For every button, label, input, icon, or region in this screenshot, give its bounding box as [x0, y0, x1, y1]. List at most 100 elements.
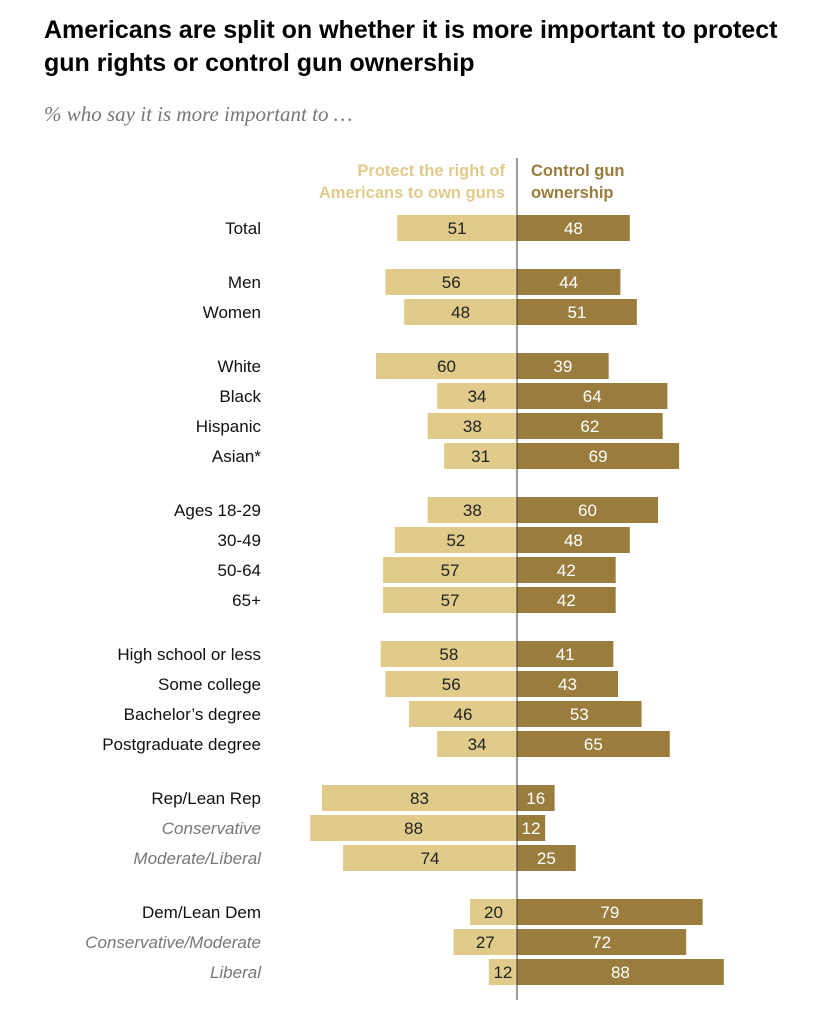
value-label-protect: 27 — [476, 933, 495, 952]
value-label-control: 43 — [558, 675, 577, 694]
value-label-control: 44 — [559, 273, 578, 292]
value-label-protect: 34 — [468, 387, 487, 406]
category-label: Dem/Lean Dem — [142, 903, 261, 922]
bar-control — [517, 587, 616, 613]
bar-control — [517, 383, 668, 409]
bar-protect — [380, 641, 517, 667]
bar-control — [517, 701, 642, 727]
bar-control — [517, 299, 637, 325]
category-label: Liberal — [210, 963, 262, 982]
value-label-protect: 20 — [484, 903, 503, 922]
value-label-protect: 88 — [404, 819, 423, 838]
value-label-protect: 56 — [442, 675, 461, 694]
category-label: Some college — [158, 675, 261, 694]
value-label-control: 12 — [522, 819, 541, 838]
category-label: Conservative/Moderate — [85, 933, 261, 952]
value-label-control: 65 — [584, 735, 603, 754]
value-label-control: 88 — [611, 963, 630, 982]
value-label-protect: 48 — [451, 303, 470, 322]
category-label: 65+ — [232, 591, 261, 610]
bar-protect — [310, 815, 517, 841]
bar-control — [517, 929, 687, 955]
bar-protect — [437, 731, 517, 757]
value-label-control: 42 — [557, 591, 576, 610]
value-label-control: 41 — [556, 645, 575, 664]
legend-protect: Protect the right of Americans to own gu… — [318, 162, 505, 202]
value-label-protect: 60 — [437, 357, 456, 376]
bar-control — [517, 845, 576, 871]
category-label: 50-64 — [218, 561, 261, 580]
bar-protect — [343, 845, 517, 871]
bar-protect — [437, 383, 517, 409]
bar-protect — [321, 785, 517, 811]
category-label: Men — [228, 273, 261, 292]
value-label-protect: 58 — [439, 645, 458, 664]
value-label-control: 62 — [580, 417, 599, 436]
category-label: 30-49 — [218, 531, 261, 550]
bar-protect — [394, 527, 517, 553]
category-label: Moderate/Liberal — [133, 849, 262, 868]
category-label: Total — [225, 219, 261, 238]
category-label: Women — [203, 303, 261, 322]
value-label-control: 39 — [553, 357, 572, 376]
bar-control — [517, 413, 663, 439]
category-label: Black — [219, 387, 261, 406]
category-label: Ages 18-29 — [174, 501, 261, 520]
bar-control — [517, 731, 670, 757]
chart-subtitle: % who say it is more important to … — [44, 102, 353, 126]
bar-protect — [385, 671, 517, 697]
category-label: Asian* — [212, 447, 262, 466]
value-label-control: 72 — [592, 933, 611, 952]
bar-protect — [376, 353, 517, 379]
value-label-control: 69 — [589, 447, 608, 466]
bar-protect — [427, 497, 517, 523]
value-label-control: 53 — [570, 705, 589, 724]
value-label-control: 60 — [578, 501, 597, 520]
value-label-protect: 34 — [468, 735, 487, 754]
bar-control — [517, 671, 619, 697]
value-label-control: 48 — [564, 219, 583, 238]
value-label-protect: 74 — [421, 849, 440, 868]
value-label-control: 48 — [564, 531, 583, 550]
bar-control — [517, 269, 621, 295]
value-label-protect: 52 — [446, 531, 465, 550]
bar-control — [517, 215, 630, 241]
category-label: Hispanic — [196, 417, 262, 436]
bar-control — [517, 353, 609, 379]
bar-control — [517, 899, 703, 925]
bar-protect — [427, 413, 517, 439]
value-label-protect: 46 — [453, 705, 472, 724]
value-label-protect: 56 — [442, 273, 461, 292]
legend-control: Control gun ownership — [531, 162, 625, 202]
bar-control — [517, 557, 616, 583]
bar-protect — [488, 959, 517, 985]
value-label-control: 16 — [526, 789, 545, 808]
bar-control — [517, 959, 724, 985]
category-label: Bachelor’s degree — [124, 705, 261, 724]
value-label-protect: 57 — [441, 561, 460, 580]
chart-title: Americans are split on whether it is mor… — [44, 16, 778, 77]
value-label-control: 51 — [567, 303, 586, 322]
bar-control — [517, 785, 555, 811]
bar-protect — [383, 557, 517, 583]
bar-control — [517, 443, 680, 469]
bar-control — [517, 815, 546, 841]
bar-control — [517, 497, 658, 523]
bar-control — [517, 641, 614, 667]
bar-protect — [385, 269, 517, 295]
bar-protect — [470, 899, 517, 925]
category-label: Rep/Lean Rep — [151, 789, 261, 808]
category-label: Postgraduate degree — [102, 735, 261, 754]
category-label: White — [218, 357, 261, 376]
bar-protect — [453, 929, 517, 955]
value-label-protect: 51 — [448, 219, 467, 238]
bar-protect — [383, 587, 517, 613]
value-label-protect: 12 — [493, 963, 512, 982]
value-label-protect: 31 — [471, 447, 490, 466]
bar-protect — [397, 215, 517, 241]
category-label: Conservative — [162, 819, 261, 838]
value-label-protect: 57 — [441, 591, 460, 610]
value-label-protect: 83 — [410, 789, 429, 808]
bar-control — [517, 527, 630, 553]
